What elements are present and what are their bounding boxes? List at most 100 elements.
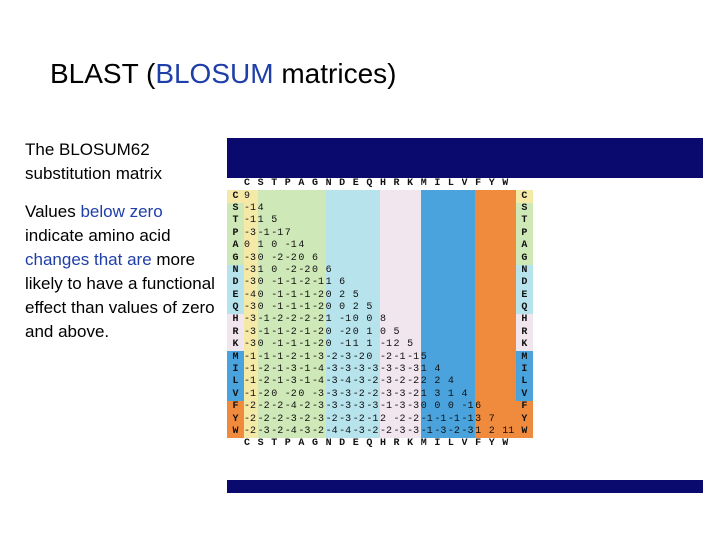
matrix-cell: 0: [257, 289, 272, 302]
matrix-cell: [461, 301, 476, 315]
matrix-cell: -2: [257, 413, 272, 426]
matrix-cell: [284, 190, 299, 203]
matrix-cell: -2: [271, 401, 285, 414]
matrix-cell: 1: [475, 425, 489, 439]
matrix-cell: -3: [407, 425, 421, 439]
row-label: L: [227, 376, 244, 389]
row-label-right: C: [515, 190, 533, 203]
matrix-cell: [379, 239, 394, 253]
matrix-cell: -2: [284, 351, 299, 364]
matrix-cell: [434, 252, 448, 265]
row-label-right: K: [515, 339, 533, 352]
matrix-cell: [488, 363, 503, 377]
matrix-cell: [502, 401, 516, 414]
column-header: M: [420, 438, 435, 451]
matrix-cell: 0: [352, 326, 367, 340]
matrix-cell: [366, 215, 380, 228]
matrix-cell: -2: [271, 413, 285, 426]
matrix-cell: [461, 351, 476, 364]
matrix-cell: -1: [311, 277, 326, 290]
column-header: V: [461, 178, 476, 191]
matrix-cell: [420, 301, 435, 315]
matrix-cell: [447, 326, 462, 340]
row-label: G: [227, 252, 244, 265]
matrix-cell: [447, 202, 462, 216]
matrix-cell: [379, 289, 394, 302]
row-label: A: [227, 239, 244, 253]
matrix-cell: -2: [393, 413, 408, 426]
matrix-cell: [447, 363, 462, 377]
matrix-cell: -2: [257, 376, 272, 389]
matrix-cell: -1: [461, 401, 476, 414]
matrix-cell: [502, 239, 516, 253]
matrix-caption: The BLOSUM62 substitution matrix: [25, 140, 162, 183]
matrix-row: A 0 1 0 -1 4 A: [227, 239, 533, 253]
column-header: Q: [366, 438, 380, 451]
column-header: I: [434, 438, 448, 451]
matrix-cell: -2: [271, 425, 285, 439]
matrix-cell: -3: [257, 425, 272, 439]
matrix-cell: [379, 264, 394, 278]
matrix-cell: -3: [325, 376, 340, 389]
matrix-cell: -1: [271, 363, 285, 377]
matrix-cell: 3: [475, 413, 489, 426]
matrix-cell: [339, 252, 353, 265]
matrix-cell: -1: [298, 376, 312, 389]
matrix-cell: [502, 264, 516, 278]
matrix-cell: 2: [352, 301, 367, 315]
matrix-cell: [284, 215, 299, 228]
matrix-cell: -2: [298, 413, 312, 426]
matrix-cell: 7: [284, 227, 299, 240]
matrix-cell: [393, 215, 408, 228]
row-label: N: [227, 264, 244, 278]
matrix-cell: [366, 289, 380, 302]
row-label-right: Q: [515, 301, 533, 315]
matrix-cell: [366, 190, 380, 203]
matrix-cell: [420, 227, 435, 240]
column-header: R: [393, 178, 408, 191]
matrix-row: F -2 -2 -2 -4 -2 -3 -3 -3 -3 -3 -1 -3 -3 0 0 0 -1 6 F: [227, 401, 533, 414]
matrix-cell: -3: [311, 413, 326, 426]
matrix-cell: [311, 239, 326, 253]
matrix-cell: [461, 339, 476, 352]
matrix-cell: [407, 239, 421, 253]
matrix-cell: -1: [284, 239, 299, 253]
matrix-cell: 0: [298, 388, 312, 402]
matrix-cell: -1: [393, 351, 408, 364]
row-label: E: [227, 289, 244, 302]
matrix-cell: 0: [244, 239, 258, 253]
matrix-cell: -1: [271, 301, 285, 315]
matrix-cell: 1: [366, 326, 380, 340]
matrix-cell: -2: [311, 425, 326, 439]
matrix-cell: [461, 252, 476, 265]
matrix-row: T -1 1 5 T: [227, 215, 533, 228]
matrix-cell: -2: [244, 413, 258, 426]
matrix-cell: -2: [257, 363, 272, 377]
matrix-cell: [298, 227, 312, 240]
matrix-cell: -1: [298, 351, 312, 364]
matrix-cell: [488, 326, 503, 340]
matrix-cell: -1: [271, 289, 285, 302]
matrix-cell: 6: [325, 264, 340, 278]
row-label: W: [227, 425, 244, 439]
matrix-cell: [352, 264, 367, 278]
matrix-cell: [502, 277, 516, 290]
column-header: A: [298, 178, 312, 191]
matrix-cell: -1: [447, 413, 462, 426]
matrix-cell: 7: [488, 413, 503, 426]
matrix-cell: [488, 202, 503, 216]
matrix-cell: -3: [244, 326, 258, 340]
matrix-cell: -1: [366, 413, 380, 426]
row-label: H: [227, 314, 244, 327]
matrix-cell: -3: [244, 314, 258, 327]
matrix-cell: -1: [298, 339, 312, 352]
matrix-cell: [339, 227, 353, 240]
matrix-cell: [393, 227, 408, 240]
matrix-cell: [366, 227, 380, 240]
matrix-cell: [475, 215, 489, 228]
matrix-cell: 1: [352, 339, 367, 352]
column-header: L: [447, 438, 462, 451]
matrix-cell: -1: [271, 326, 285, 340]
matrix-cell: [420, 215, 435, 228]
matrix-cell: 0: [434, 401, 448, 414]
